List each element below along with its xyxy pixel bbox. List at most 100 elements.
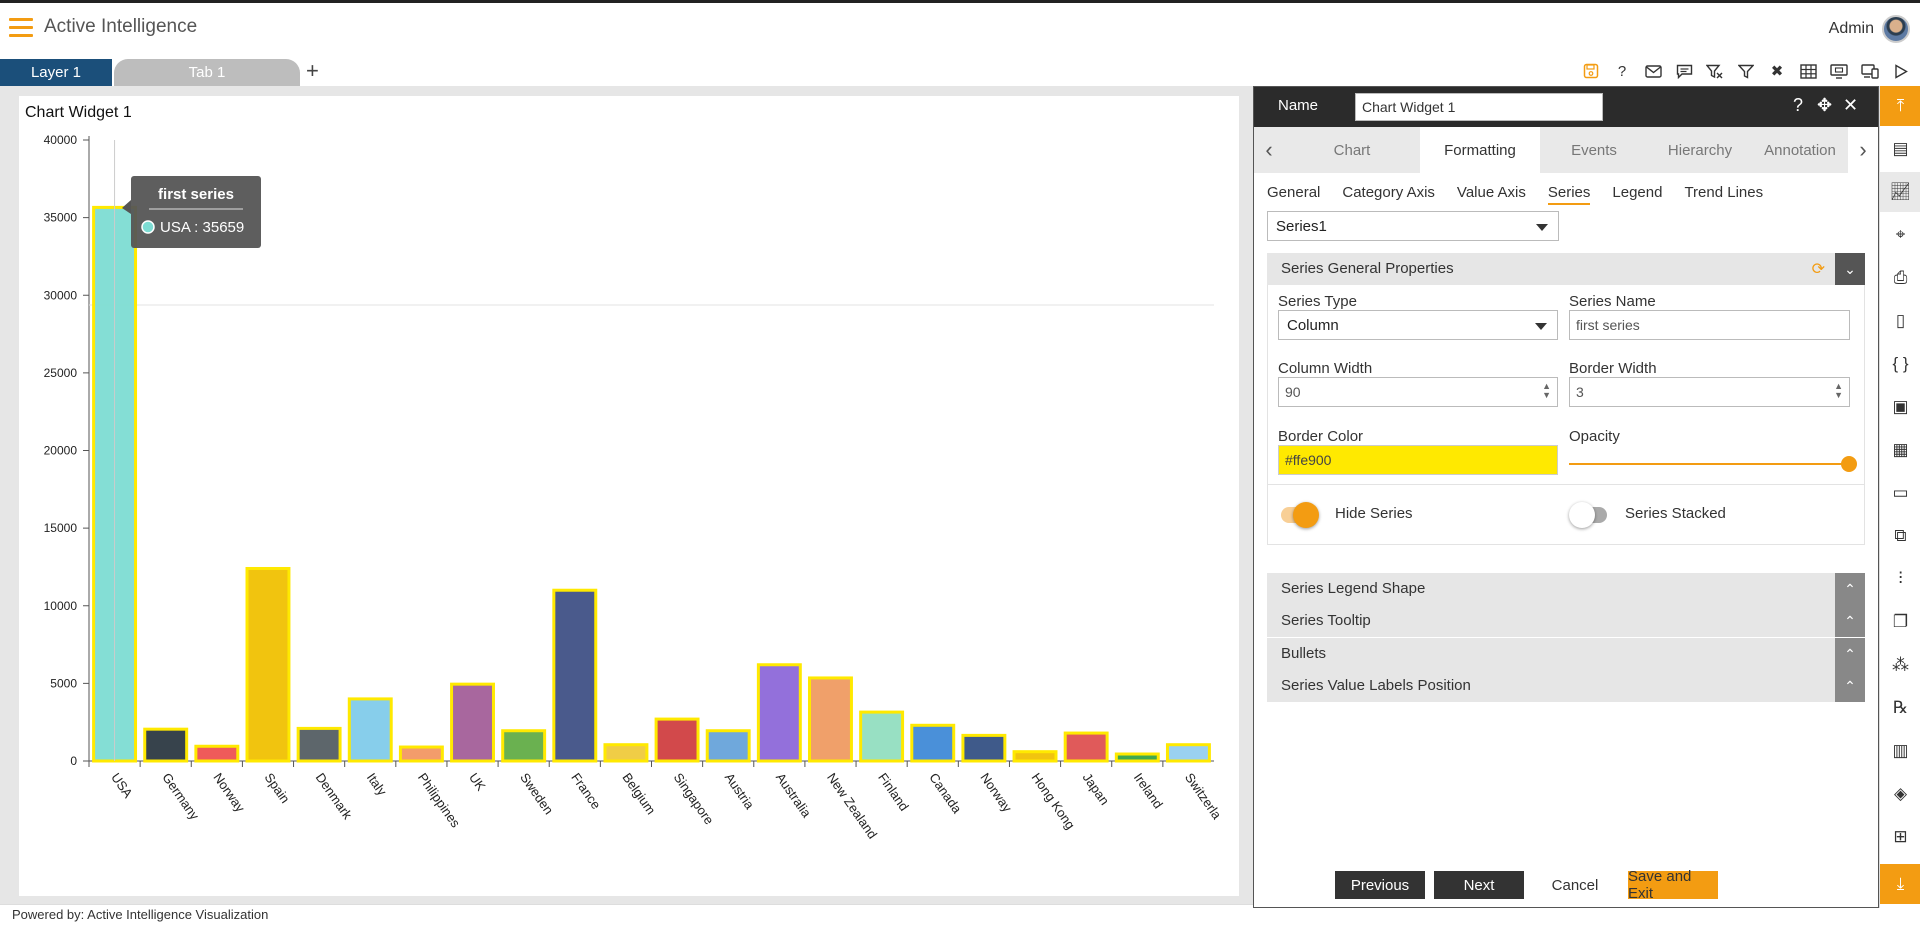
widget-name-input[interactable] — [1355, 93, 1603, 121]
collapse-bottom-icon[interactable]: ⤓ — [1880, 864, 1920, 904]
image-icon[interactable]: ▣ — [1892, 397, 1909, 416]
bar — [705, 729, 751, 763]
clear-filter-icon[interactable] — [1704, 60, 1726, 82]
opacity-slider-handle[interactable] — [1841, 456, 1857, 472]
document-icon[interactable]: ▯ — [1895, 311, 1906, 330]
hide-series-toggle[interactable] — [1281, 502, 1319, 528]
tab-hierarchy[interactable]: Hierarchy — [1667, 141, 1733, 159]
cubes-icon[interactable]: ⁂ — [1892, 655, 1909, 674]
y-tick-label: 35000 — [44, 211, 78, 225]
hamburger-menu-icon[interactable] — [9, 18, 33, 38]
series-stacked-toggle[interactable] — [1569, 502, 1607, 528]
tabs-next-icon[interactable]: › — [1848, 127, 1878, 173]
column-width-input[interactable]: 90 ▲ ▼ — [1278, 377, 1558, 407]
properties-panel: Name ? ✥ ✕ ‹ Chart Formatting Events Hie… — [1253, 86, 1879, 908]
opacity-slider[interactable] — [1569, 463, 1850, 465]
chevron-up-icon[interactable]: ⌃ — [1835, 605, 1865, 637]
series-type-select[interactable]: Column — [1278, 310, 1558, 340]
filter-icon[interactable] — [1735, 60, 1757, 82]
formula-icon[interactable]: ℞ — [1892, 698, 1909, 717]
x-tick-label: Spain — [262, 770, 293, 806]
copy-icon[interactable]: ❐ — [1892, 612, 1909, 631]
tab-annotation[interactable]: Annotation — [1764, 141, 1836, 159]
spinner-icon[interactable]: ▲ ▼ — [1834, 381, 1843, 400]
series-name-input[interactable]: first series — [1569, 310, 1850, 340]
subtab-general[interactable]: General — [1267, 184, 1321, 201]
sheet-icon[interactable]: ▥ — [1892, 741, 1909, 760]
tab-tab-1[interactable]: Tab 1 — [114, 59, 300, 86]
map-icon[interactable]: ⌖ — [1895, 225, 1906, 244]
code-icon[interactable]: { } — [1892, 354, 1909, 373]
y-tick-label: 40000 — [44, 133, 78, 147]
spinner-icon[interactable]: ▲ ▼ — [1542, 381, 1551, 400]
close-icon[interactable]: ✕ — [1843, 95, 1859, 115]
tab-formatting[interactable]: Formatting — [1420, 127, 1540, 173]
tab-events[interactable]: Events — [1571, 141, 1617, 159]
border-color-input[interactable]: #ffe900 — [1278, 445, 1558, 475]
panel-tabs: ‹ Chart Formatting Events Hierarchy Anno… — [1254, 127, 1878, 173]
table-icon[interactable] — [1797, 60, 1819, 82]
y-tick-label: 25000 — [44, 366, 78, 380]
series-legend-shape-header[interactable]: Series Legend Shape ⌃ — [1267, 573, 1865, 605]
grid-icon[interactable]: ⊞ — [1893, 827, 1908, 846]
section-title: Bullets — [1281, 645, 1327, 662]
hierarchy-icon[interactable]: ⧉ — [1894, 526, 1907, 545]
mail-icon[interactable] — [1642, 60, 1664, 82]
next-button[interactable]: Next — [1434, 871, 1524, 899]
chart-icon[interactable]: 📈︎ — [1880, 172, 1920, 212]
analytics-icon[interactable]: ⫶ — [1898, 569, 1903, 588]
chart-widget[interactable]: Chart Widget 1 0 5000 10000 15000 20000 25000… — [19, 96, 1239, 896]
x-tick-label: UK — [466, 770, 489, 794]
section-title: Series Value Labels Position — [1281, 677, 1471, 694]
cancel-button[interactable]: Cancel — [1529, 871, 1621, 899]
subtab-legend[interactable]: Legend — [1612, 184, 1663, 201]
play-icon[interactable] — [1890, 60, 1912, 82]
data-icon[interactable]: ▤ — [1892, 139, 1909, 158]
file-icon[interactable]: ▭ — [1892, 483, 1909, 502]
bullets-header[interactable]: Bullets ⌃ — [1267, 638, 1865, 670]
tabs-prev-icon[interactable]: ‹ — [1265, 137, 1273, 162]
refresh-icon[interactable]: ⟳ — [1811, 261, 1825, 278]
x-tick-label: Japan — [1080, 770, 1113, 808]
series-general-properties-header[interactable]: Series General Properties ⟳ ⌄ — [1267, 253, 1865, 285]
subtab-trend-lines[interactable]: Trend Lines — [1684, 184, 1764, 201]
footer: Powered by: Active Intelligence Visualiz… — [0, 904, 1920, 930]
chevron-up-icon[interactable]: ⌃ — [1835, 638, 1865, 670]
report-icon[interactable]: ⎙ — [1893, 268, 1908, 287]
screen-icon[interactable] — [1828, 60, 1850, 82]
series-tooltip-header[interactable]: Series Tooltip ⌃ — [1267, 605, 1865, 637]
user-menu[interactable]: Admin — [1829, 15, 1910, 43]
help-icon[interactable]: ? — [1617, 62, 1627, 80]
comment-icon[interactable] — [1673, 60, 1695, 82]
collapse-top-icon[interactable]: ⤒ — [1880, 86, 1920, 126]
subtab-value-axis[interactable]: Value Axis — [1456, 184, 1526, 201]
tooltip-pointer — [122, 200, 131, 214]
chevron-up-icon[interactable]: ⌃ — [1835, 573, 1865, 605]
tab-layer-1[interactable]: Layer 1 — [0, 59, 112, 86]
subtab-series[interactable]: Series — [1547, 184, 1591, 205]
avatar[interactable] — [1882, 15, 1910, 43]
subtab-category-axis[interactable]: Category Axis — [1342, 184, 1435, 201]
top-bar: Active Intelligence Admin — [0, 0, 1920, 54]
bar — [1012, 750, 1058, 763]
tab-chart[interactable]: Chart — [1333, 141, 1371, 159]
series-select[interactable]: Series1 — [1267, 211, 1559, 241]
tools-icon[interactable]: ✖ — [1770, 63, 1784, 80]
save-and-exit-button[interactable]: Save and Exit — [1628, 868, 1718, 902]
series-value-labels-position-header[interactable]: Series Value Labels Position ⌃ — [1267, 670, 1865, 702]
help-icon[interactable]: ? — [1793, 95, 1804, 115]
save-icon[interactable] — [1580, 60, 1602, 82]
layout-icon[interactable]: ▦ — [1892, 440, 1909, 459]
bar — [859, 710, 905, 763]
move-icon[interactable]: ✥ — [1817, 95, 1833, 115]
devices-icon[interactable] — [1859, 60, 1881, 82]
bar — [347, 697, 393, 763]
chevron-down-icon[interactable]: ⌄ — [1835, 253, 1865, 285]
chevron-up-icon[interactable]: ⌃ — [1835, 670, 1865, 702]
section-title: Series Legend Shape — [1281, 580, 1426, 597]
previous-button[interactable]: Previous — [1335, 871, 1425, 899]
bar — [603, 743, 649, 763]
border-width-input[interactable]: 3 ▲ ▼ — [1569, 377, 1850, 407]
layers-icon[interactable]: ◈ — [1893, 784, 1908, 803]
add-tab-button[interactable]: + — [306, 58, 319, 83]
